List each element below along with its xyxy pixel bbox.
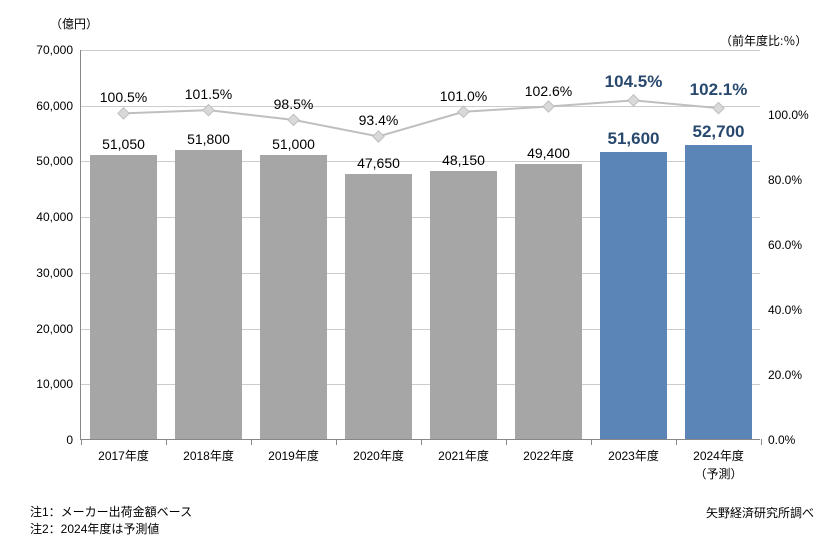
y-tick-left: 20,000 — [36, 322, 73, 336]
bar-value-label: 47,650 — [357, 155, 400, 171]
bar — [260, 155, 326, 439]
line-value-label: 104.5% — [605, 72, 663, 92]
bar — [175, 150, 241, 439]
bar-value-label: 51,050 — [102, 136, 145, 152]
plot-area: 010,00020,00030,00040,00050,00060,00070,… — [80, 50, 760, 440]
x-tick-label: 2021年度 — [438, 447, 489, 464]
bar — [430, 171, 496, 439]
line-value-label: 93.4% — [359, 112, 399, 128]
x-tick-label: 2020年度 — [353, 447, 404, 464]
bar-value-label: 51,000 — [272, 136, 315, 152]
y-tick-left: 60,000 — [36, 99, 73, 113]
chart-container: （億円） （前年度比:％） 010,00020,00030,00040,0005… — [0, 0, 830, 505]
x-tick-sublabel: （予測） — [694, 465, 742, 482]
x-tick-label: 2019年度 — [268, 447, 319, 464]
gridline — [81, 106, 760, 107]
source-credit: 矢野経済研究所調べ — [706, 504, 814, 521]
y-tick-left: 10,000 — [36, 377, 73, 391]
x-tick-label: 2022年度 — [523, 447, 574, 464]
bar-value-label: 51,600 — [608, 129, 660, 149]
y-tick-left: 70,000 — [36, 43, 73, 57]
bar-value-label: 52,700 — [693, 122, 745, 142]
x-sep — [761, 439, 762, 445]
y-tick-left: 50,000 — [36, 154, 73, 168]
bar — [345, 174, 411, 439]
x-sep — [166, 439, 167, 445]
line-value-label: 102.1% — [690, 80, 748, 100]
y-tick-right: 100.0% — [768, 108, 809, 122]
x-sep — [506, 439, 507, 445]
line-value-label: 102.6% — [525, 83, 572, 99]
line-value-label: 98.5% — [274, 96, 314, 112]
x-sep — [81, 439, 82, 445]
footnote-2: 注2：2024年度は予測値 — [30, 520, 192, 537]
y-tick-left: 0 — [66, 433, 73, 447]
y-tick-right: 80.0% — [768, 173, 802, 187]
bar — [600, 152, 666, 439]
y-tick-left: 30,000 — [36, 266, 73, 280]
line-value-label: 101.5% — [185, 86, 232, 102]
bar-value-label: 51,800 — [187, 131, 230, 147]
bar-value-label: 48,150 — [442, 152, 485, 168]
line-value-label: 101.0% — [440, 88, 487, 104]
x-tick-label: 2024年度 — [693, 447, 744, 464]
y-tick-left: 40,000 — [36, 210, 73, 224]
x-sep — [421, 439, 422, 445]
y-tick-right: 20.0% — [768, 368, 802, 382]
bar — [685, 145, 751, 439]
y-tick-right: 0.0% — [768, 433, 795, 447]
y-tick-right: 60.0% — [768, 238, 802, 252]
footnote-1: 注1：メーカー出荷金額ベース — [30, 503, 192, 520]
bar-value-label: 49,400 — [527, 145, 570, 161]
x-tick-label: 2017年度 — [98, 447, 149, 464]
gridline — [81, 50, 760, 51]
line-value-label: 100.5% — [100, 89, 147, 105]
y-axis-left-title: （億円） — [50, 15, 98, 32]
footnotes: 注1：メーカー出荷金額ベース 注2：2024年度は予測値 — [30, 503, 192, 537]
x-tick-label: 2018年度 — [183, 447, 234, 464]
y-tick-right: 40.0% — [768, 303, 802, 317]
bar — [90, 155, 156, 439]
x-sep — [591, 439, 592, 445]
y-axis-right-title: （前年度比:％） — [720, 32, 807, 49]
x-tick-label: 2023年度 — [608, 447, 659, 464]
x-sep — [336, 439, 337, 445]
x-sep — [676, 439, 677, 445]
x-sep — [251, 439, 252, 445]
bar — [515, 164, 581, 439]
